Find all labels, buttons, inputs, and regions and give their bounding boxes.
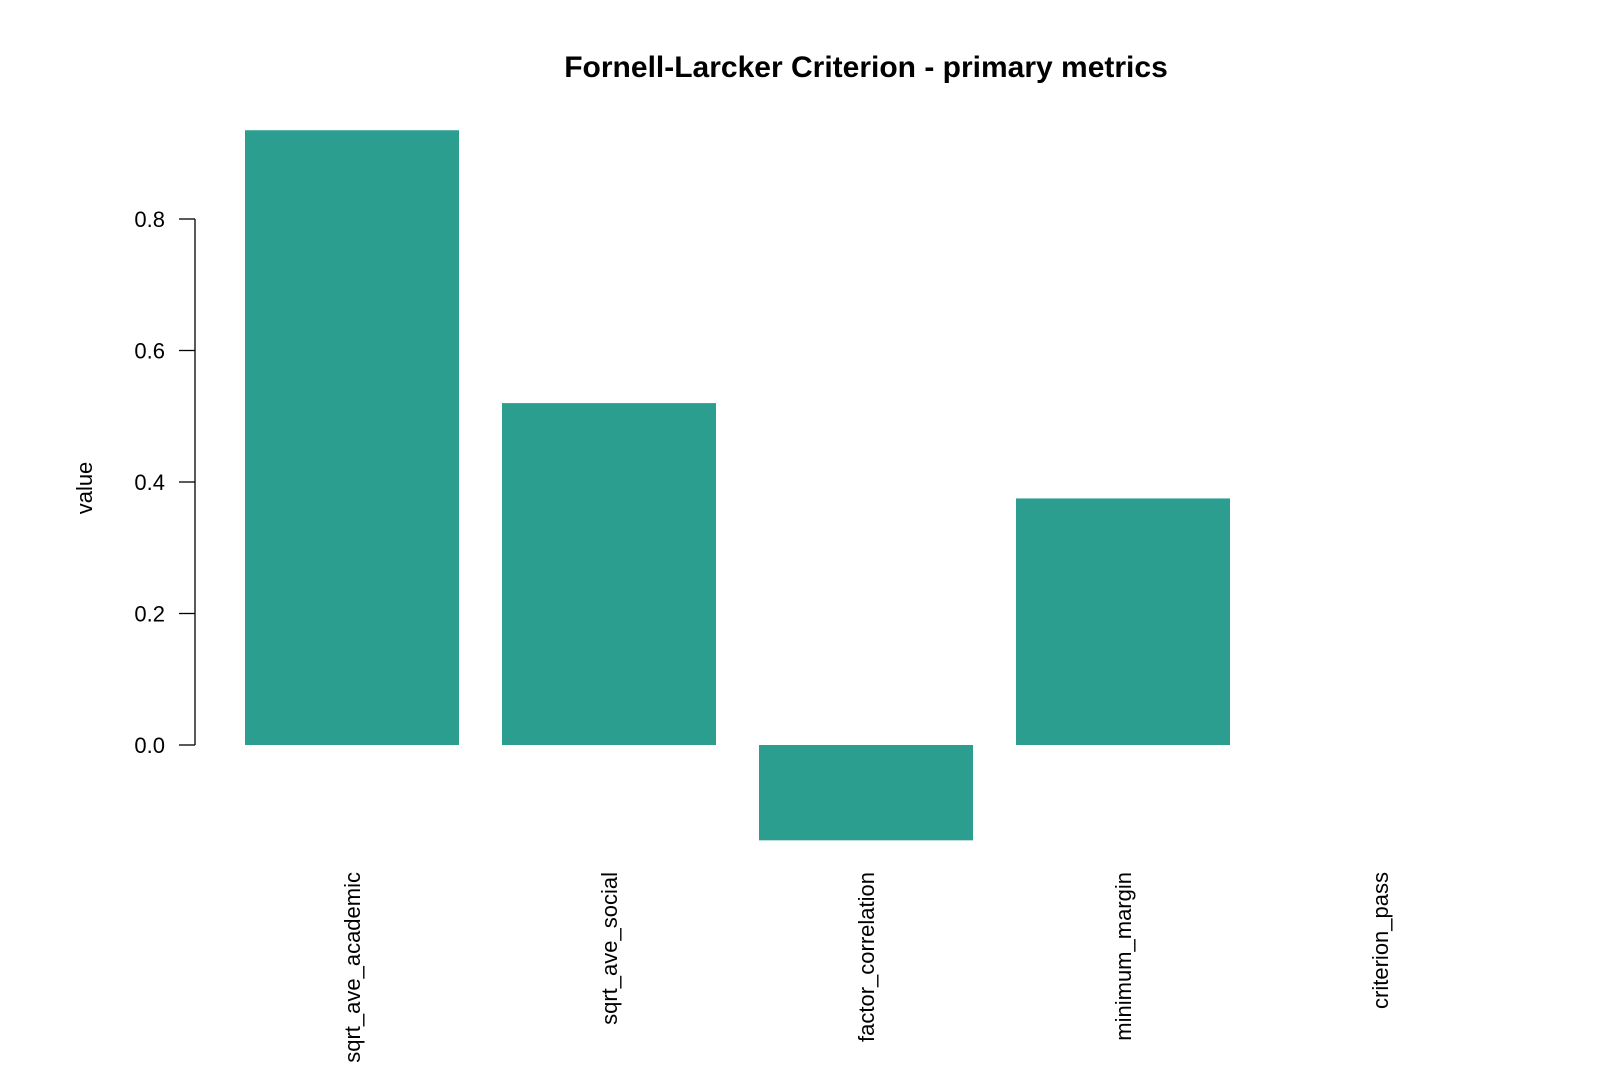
y-tick-label: 0.4 — [134, 470, 165, 495]
y-axis: 0.0 0.2 0.4 0.6 0.8 — [134, 207, 196, 758]
y-axis-label: value — [72, 462, 97, 515]
category-label: factor_correlation — [854, 872, 879, 1042]
y-tick-label: 0.2 — [134, 602, 165, 627]
category-labels: sqrt_ave_academic sqrt_ave_social factor_c… — [340, 872, 1393, 1063]
chart-title: Fornell-Larcker Criterion - primary metr… — [564, 51, 1168, 84]
bar-minimum-margin — [1016, 498, 1230, 745]
y-tick-label: 0.0 — [134, 733, 165, 758]
category-label: criterion_pass — [1368, 872, 1393, 1009]
category-label: sqrt_ave_social — [597, 872, 622, 1025]
bar-sqrt-ave-academic — [245, 130, 459, 746]
bar-factor-correlation — [759, 745, 973, 841]
y-tick-label: 0.6 — [134, 339, 165, 364]
bar-sqrt-ave-social — [502, 403, 716, 745]
category-label: minimum_margin — [1111, 872, 1136, 1041]
category-label: sqrt_ave_academic — [340, 872, 365, 1063]
y-tick-label: 0.8 — [134, 207, 165, 232]
bars-group — [245, 130, 1230, 841]
